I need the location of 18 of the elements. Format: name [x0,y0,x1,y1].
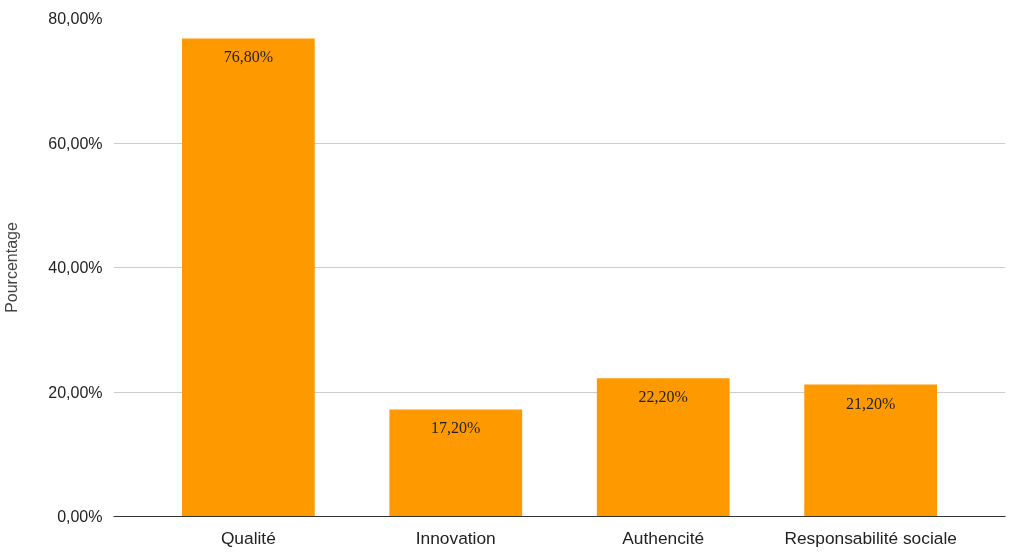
y-axis-title: Pourcentage [3,222,21,313]
data-label: 21,20% [846,394,896,412]
x-tick-label: Qualité [220,527,276,548]
data-label: 76,80% [223,48,273,66]
data-label: 17,20% [431,419,481,437]
bar [181,38,315,517]
x-tick-label: Responsabilité sociale [784,527,957,548]
bar [804,384,938,517]
bar [389,409,523,517]
data-label: 22,20% [638,388,688,406]
y-tick-label: 40,00% [48,259,103,276]
y-tick-label: 60,00% [48,134,103,152]
y-tick-label: 20,00% [48,383,103,401]
x-tick-label: Innovation [415,527,496,548]
bar [596,378,730,517]
y-tick-label: 0,00% [57,508,103,525]
x-tick-label: Authencité [622,527,705,548]
y-tick-label: 80,00% [48,10,103,27]
